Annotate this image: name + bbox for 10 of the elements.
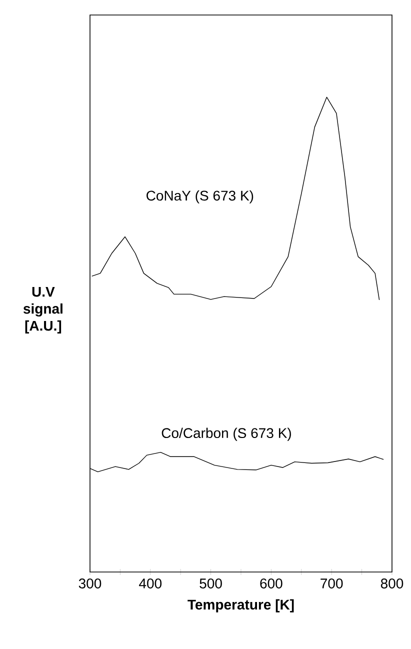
y-axis-title: U.V signal [A.U.]	[23, 286, 62, 334]
x-tick-label: 700	[320, 578, 343, 588]
text: CoNaY (S 673 K)	[146, 190, 254, 204]
x-tick-label: 600	[260, 578, 282, 588]
x-tick-label: 500	[200, 578, 222, 588]
x-tick-label: 300	[78, 578, 102, 588]
series-label: Co/Carbon (S 673 K)	[162, 428, 291, 441]
x-tick-label: 800	[380, 578, 404, 588]
x-axis-title: Temperature [K]	[188, 599, 294, 612]
x-tick-label: 400	[139, 578, 162, 588]
